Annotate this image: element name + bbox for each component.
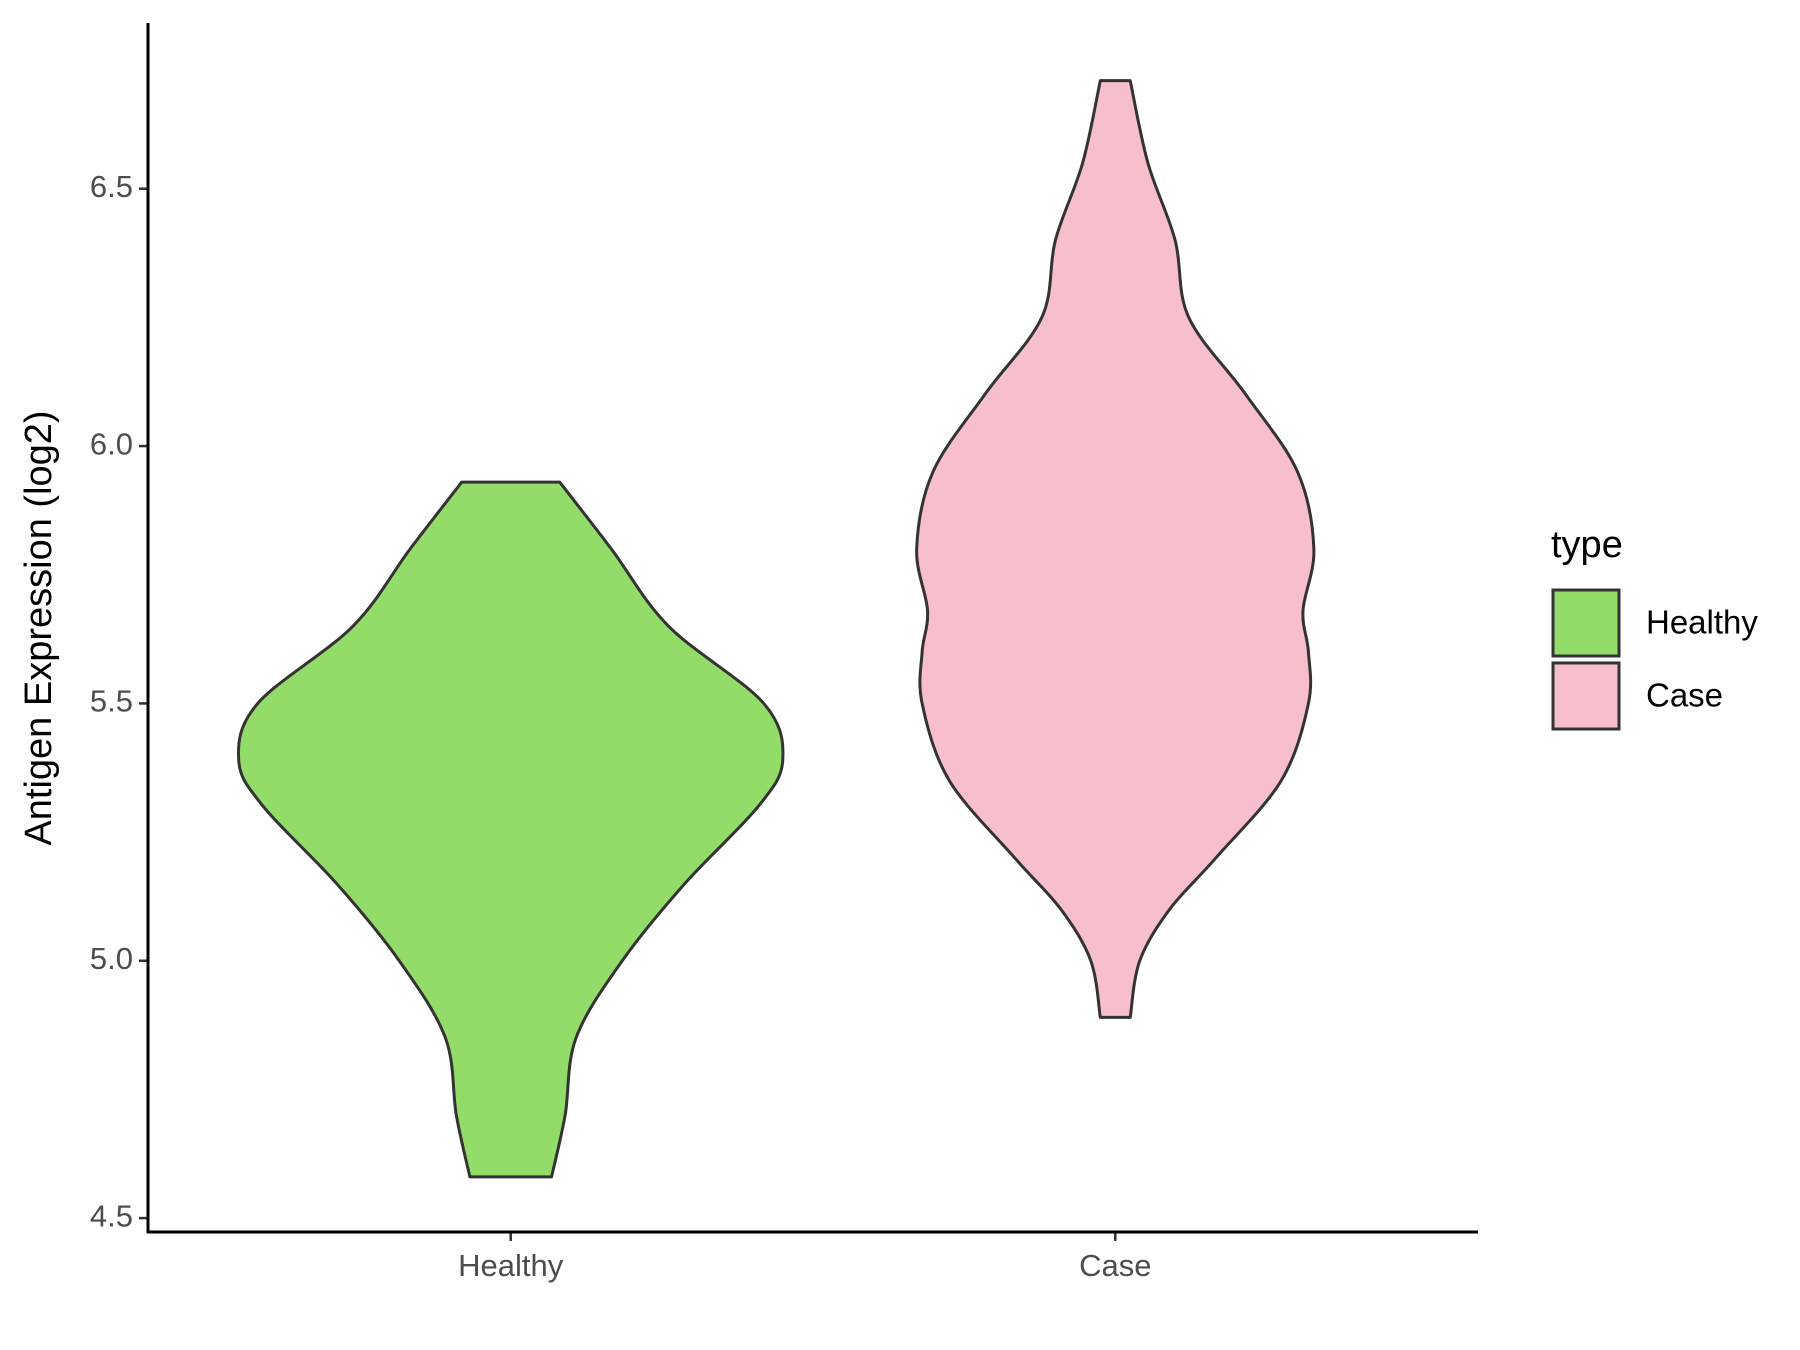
- x-tick-label: Healthy: [458, 1248, 564, 1283]
- legend-key: [1551, 661, 1621, 731]
- legend-title: type: [1551, 524, 1623, 566]
- x-tick-label: Case: [1079, 1248, 1151, 1283]
- y-axis-title: Antigen Expression (log2): [18, 410, 60, 845]
- violin: [236, 480, 785, 1179]
- legend-key: [1551, 588, 1621, 658]
- y-tick-label: 6.5: [90, 169, 133, 204]
- y-tick-label: 6.0: [90, 426, 133, 461]
- legend-label: Case: [1646, 677, 1723, 714]
- violin: [915, 79, 1316, 1019]
- y-tick-label: 5.5: [90, 684, 133, 719]
- y-tick-label: 5.0: [90, 941, 133, 976]
- legend-label: Healthy: [1646, 604, 1758, 641]
- y-tick-label: 4.5: [90, 1198, 133, 1233]
